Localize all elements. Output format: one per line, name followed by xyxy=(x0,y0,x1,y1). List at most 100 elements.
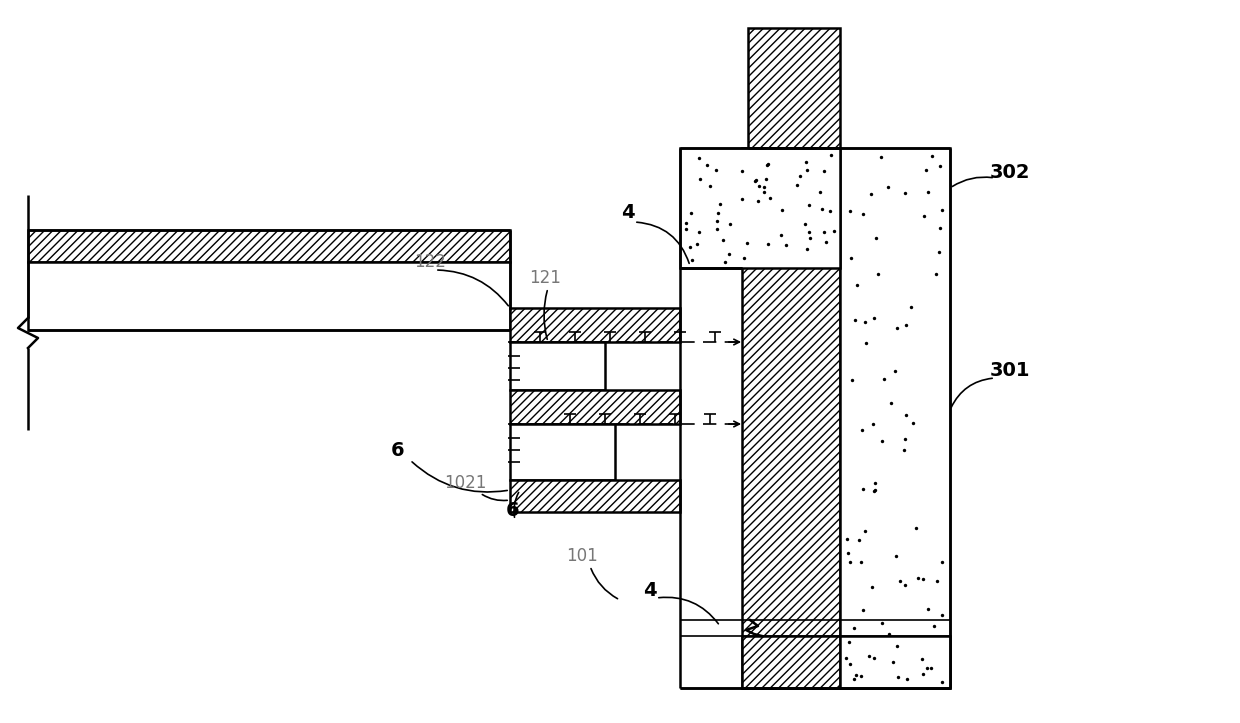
Point xyxy=(816,236,836,247)
Bar xyxy=(748,28,839,148)
Point xyxy=(856,525,875,536)
Point xyxy=(839,556,859,568)
Point xyxy=(849,534,869,545)
Point xyxy=(921,150,941,162)
Bar xyxy=(742,636,839,688)
Point xyxy=(918,604,937,615)
Point xyxy=(836,652,856,664)
Point xyxy=(895,579,915,591)
Point xyxy=(681,207,701,218)
Point xyxy=(713,234,733,246)
Point xyxy=(895,433,915,445)
Point xyxy=(707,215,727,226)
Point xyxy=(863,652,883,664)
Point xyxy=(676,223,696,235)
Point xyxy=(873,435,893,446)
Point xyxy=(680,241,699,252)
Bar xyxy=(510,390,680,424)
Point xyxy=(776,239,796,251)
Point xyxy=(879,628,899,640)
Point xyxy=(682,254,702,266)
Point xyxy=(906,522,926,534)
Point xyxy=(821,149,841,161)
Point xyxy=(771,229,791,241)
Text: 6: 6 xyxy=(391,440,404,460)
Point xyxy=(837,534,857,545)
Point xyxy=(887,550,906,562)
Point xyxy=(787,179,807,191)
Point xyxy=(745,176,765,187)
Point xyxy=(708,208,728,219)
Text: 302: 302 xyxy=(990,163,1030,181)
Point xyxy=(760,192,780,204)
Point xyxy=(754,187,774,198)
Point xyxy=(844,673,864,685)
Point xyxy=(888,322,908,334)
Point xyxy=(864,485,884,497)
Point xyxy=(841,659,861,670)
Point xyxy=(795,218,815,230)
Point xyxy=(719,248,739,260)
Point xyxy=(914,210,934,222)
Point xyxy=(930,222,950,234)
Text: 1021: 1021 xyxy=(444,474,486,492)
Point xyxy=(796,156,816,168)
Point xyxy=(758,158,777,170)
Point xyxy=(874,374,894,385)
Point xyxy=(916,164,936,176)
Point xyxy=(838,547,858,559)
Point xyxy=(791,170,811,181)
Point xyxy=(732,193,751,205)
Point xyxy=(697,159,717,171)
Point xyxy=(846,669,866,681)
Point xyxy=(687,238,707,249)
Point xyxy=(897,673,916,685)
Point xyxy=(853,604,873,616)
Point xyxy=(919,187,939,198)
Point xyxy=(706,164,725,176)
Point xyxy=(866,478,885,489)
Point xyxy=(847,279,867,291)
Point xyxy=(842,374,862,385)
Text: 4: 4 xyxy=(621,203,635,223)
Point xyxy=(841,252,861,264)
Point xyxy=(754,181,774,193)
Point xyxy=(839,636,859,648)
Point xyxy=(932,556,952,568)
Point xyxy=(894,445,914,456)
Point xyxy=(719,218,739,229)
Point xyxy=(748,194,768,206)
Point xyxy=(810,187,830,198)
Point xyxy=(883,656,903,667)
Point xyxy=(925,620,945,632)
Point xyxy=(815,165,835,176)
Bar xyxy=(742,148,839,688)
Point xyxy=(851,670,870,682)
Point xyxy=(857,337,877,348)
Point xyxy=(758,238,777,249)
Point xyxy=(800,232,820,244)
Point xyxy=(867,233,887,244)
Point xyxy=(913,573,932,585)
Point xyxy=(844,314,864,325)
Point xyxy=(812,203,832,215)
Point xyxy=(689,226,709,238)
Point xyxy=(711,198,730,210)
Point xyxy=(897,320,916,331)
Point xyxy=(800,199,820,210)
Point xyxy=(823,225,843,236)
Point xyxy=(908,573,928,584)
Point xyxy=(854,316,874,328)
Text: 4: 4 xyxy=(644,581,657,599)
Point xyxy=(689,153,709,164)
Point xyxy=(929,246,949,257)
Point xyxy=(701,180,720,192)
Point xyxy=(821,205,841,217)
Point xyxy=(932,677,952,688)
Bar xyxy=(510,480,680,512)
Point xyxy=(734,252,754,264)
Point xyxy=(901,301,921,312)
Point xyxy=(930,161,950,172)
Bar xyxy=(680,148,839,268)
Point xyxy=(870,151,890,163)
